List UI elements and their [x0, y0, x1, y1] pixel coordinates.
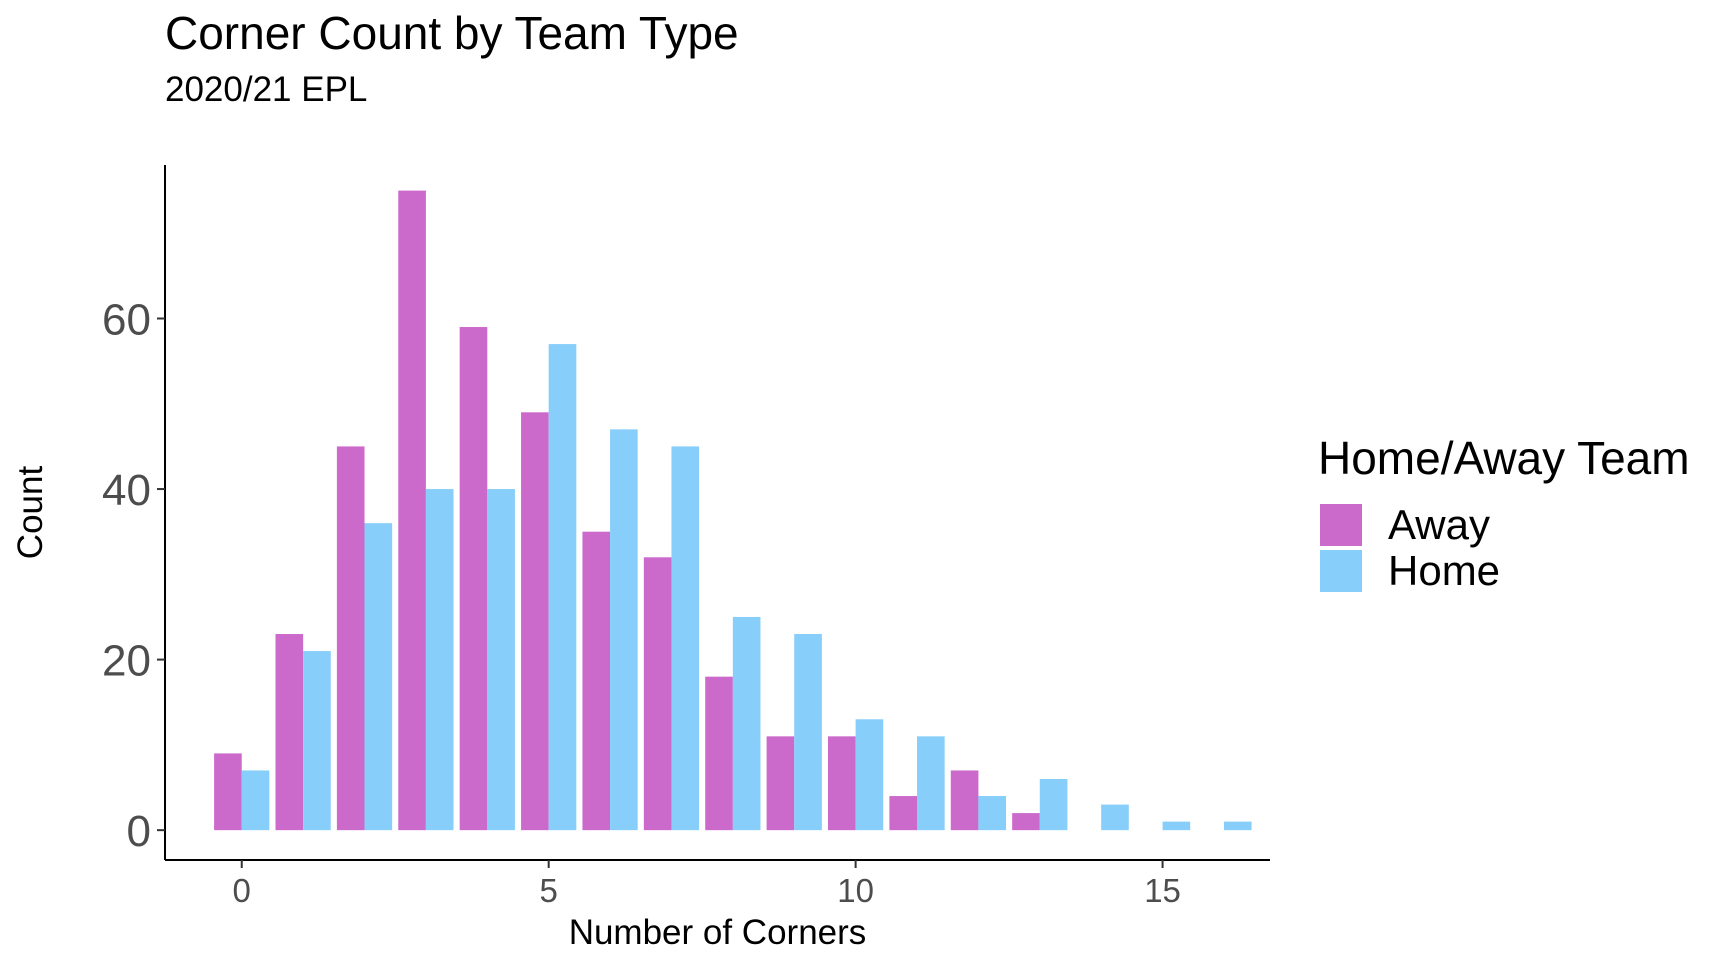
bar-away-8	[705, 676, 733, 831]
bar-home-16	[1223, 821, 1252, 831]
bar-away-11	[889, 796, 918, 831]
bar-away-3	[398, 190, 426, 831]
bar-home-2	[364, 523, 393, 831]
y-tick-label-60: 60	[102, 295, 151, 344]
bar-away-7	[643, 557, 672, 831]
bar-away-5	[521, 412, 549, 831]
bar-away-10	[828, 736, 856, 831]
bar-home-6	[610, 429, 638, 831]
bar-home-11	[917, 736, 945, 831]
bar-away-0	[214, 753, 242, 831]
bar-away-1	[275, 634, 304, 831]
x-tick-label-10: 10	[837, 872, 874, 909]
bar-home-4	[487, 489, 515, 831]
bar-away-13	[1012, 813, 1040, 831]
y-tick-label-20: 20	[102, 637, 151, 686]
chart-title: Corner Count by Team Type	[165, 7, 739, 59]
y-tick-label-40: 40	[102, 466, 151, 515]
bar-home-12	[978, 796, 1007, 831]
bar-home-5	[548, 344, 577, 831]
bar-home-13	[1039, 778, 1068, 831]
bar-home-1	[303, 651, 331, 831]
y-axis-label: Count	[11, 466, 50, 560]
x-axis-label: Number of Corners	[569, 913, 867, 952]
legend-key-away	[1320, 504, 1362, 546]
bar-away-12	[950, 770, 979, 831]
x-tick-label-15: 15	[1144, 872, 1181, 909]
bar-away-6	[582, 531, 611, 831]
bar-home-0	[241, 770, 270, 831]
bar-home-3	[425, 489, 454, 831]
x-tick-label-0: 0	[233, 872, 251, 909]
bar-home-8	[732, 616, 761, 831]
x-tick-label-5: 5	[540, 872, 558, 909]
chart-subtitle: 2020/21 EPL	[165, 70, 368, 109]
bar-away-4	[459, 327, 488, 831]
bar-home-15	[1162, 821, 1191, 831]
legend-label-home: Home	[1388, 547, 1500, 594]
bar-away-9	[766, 736, 795, 831]
legend-label-away: Away	[1388, 501, 1490, 548]
bar-home-10	[855, 719, 884, 831]
legend-key-home	[1320, 550, 1362, 592]
bar-away-2	[336, 446, 365, 831]
y-tick-label-0: 0	[127, 807, 151, 856]
bar-home-9	[794, 634, 822, 831]
legend-title: Home/Away Team	[1318, 432, 1690, 484]
bar-home-14	[1101, 804, 1129, 831]
bar-home-7	[671, 446, 700, 831]
